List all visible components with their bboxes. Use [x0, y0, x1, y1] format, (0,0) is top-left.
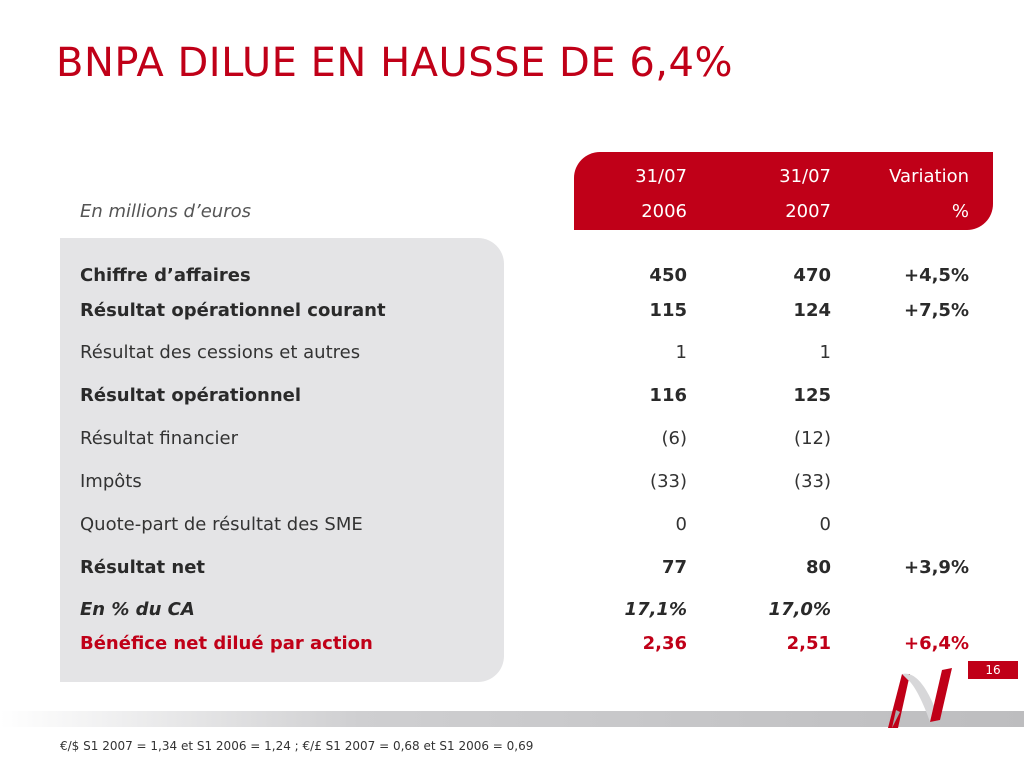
table-row: Résultat financier (6) (12) [0, 428, 1024, 456]
header-col-2007-line1: 31/07 [779, 166, 831, 187]
table-row: Résultat opérationnel courant 115 124 +7… [0, 300, 1024, 328]
row-value-2007: 0 [819, 514, 831, 535]
row-label: Résultat opérationnel courant [80, 300, 386, 321]
header-col-2006-line2: 2006 [641, 201, 687, 222]
table-row: Résultat des cessions et autres 1 1 [0, 342, 1024, 370]
row-value-2007: 1 [819, 342, 831, 363]
row-value-2007: 80 [805, 557, 831, 578]
row-label: Résultat des cessions et autres [80, 342, 361, 363]
row-value-2006: 115 [649, 300, 687, 321]
footer-bar [0, 711, 1024, 727]
header-col-2007-line2: 2007 [785, 201, 831, 222]
row-label: Bénéfice net dilué par action [80, 633, 373, 654]
row-value-2006: 77 [661, 557, 687, 578]
row-value-2007: 17,0% [768, 599, 831, 620]
row-label: Quote-part de résultat des SME [80, 514, 363, 535]
table-row: Chiffre d’affaires 450 470 +4,5% [0, 265, 1024, 293]
column-header-band [574, 152, 993, 230]
ribbon-logo-icon [880, 660, 970, 734]
row-value-2006: (33) [650, 471, 687, 492]
row-variation: +6,4% [903, 633, 969, 654]
footnote: €/$ S1 2007 = 1,34 et S1 2006 = 1,24 ; €… [60, 739, 534, 753]
row-value-2007: 125 [793, 385, 831, 406]
row-value-2006: 1 [675, 342, 687, 363]
row-value-2006: 17,1% [624, 599, 687, 620]
table-row: Résultat net 77 80 +3,9% [0, 557, 1024, 585]
label-panel [60, 238, 504, 682]
row-value-2007: (12) [794, 428, 831, 449]
row-value-2006: 0 [675, 514, 687, 535]
row-value-2006: 116 [649, 385, 687, 406]
row-value-2007: (33) [794, 471, 831, 492]
page-title: BNPA DILUE EN HAUSSE DE 6,4% [56, 40, 733, 86]
row-label: Résultat net [80, 557, 206, 578]
header-col-variation-line2: % [951, 201, 969, 222]
row-label: En % du CA [80, 599, 195, 620]
row-variation: +3,9% [903, 557, 969, 578]
row-value-2007: 124 [793, 300, 831, 321]
row-label: Chiffre d’affaires [80, 265, 251, 286]
row-value-2006: 2,36 [642, 633, 687, 654]
row-label: Impôts [80, 471, 142, 492]
table-row: Impôts (33) (33) [0, 471, 1024, 499]
row-value-2007: 2,51 [786, 633, 831, 654]
row-label: Résultat financier [80, 428, 238, 449]
header-col-variation-line1: Variation [889, 166, 969, 187]
page-number: 16 [968, 661, 1018, 679]
row-label: Résultat opérationnel [80, 385, 302, 406]
header-col-2006-line1: 31/07 [635, 166, 687, 187]
table-row: En % du CA 17,1% 17,0% [0, 599, 1024, 627]
table-row: Quote-part de résultat des SME 0 0 [0, 514, 1024, 542]
row-value-2007: 470 [793, 265, 831, 286]
table-row: Résultat opérationnel 116 125 [0, 385, 1024, 413]
units-label: En millions d’euros [80, 201, 251, 222]
row-variation: +4,5% [903, 265, 969, 286]
row-value-2006: 450 [649, 265, 687, 286]
row-value-2006: (6) [661, 428, 688, 449]
table-row: Bénéfice net dilué par action 2,36 2,51 … [0, 633, 1024, 661]
row-variation: +7,5% [903, 300, 969, 321]
